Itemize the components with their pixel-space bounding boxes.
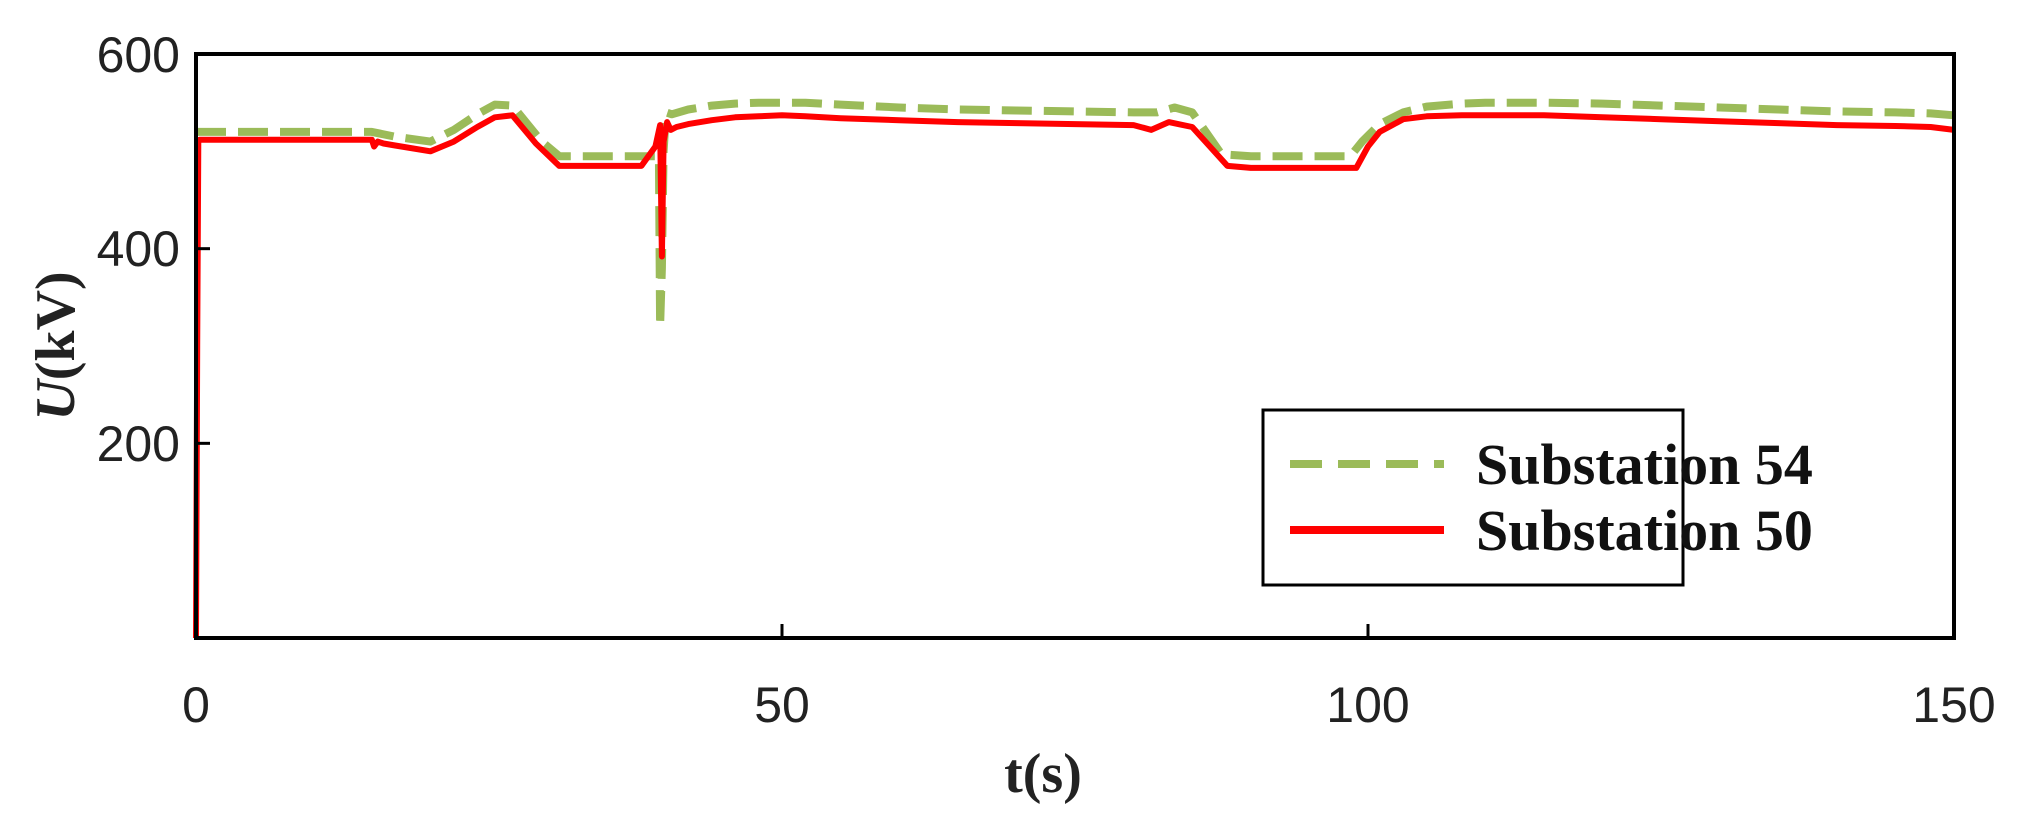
series-layer bbox=[193, 98, 1955, 639]
legend-box bbox=[1261, 408, 1685, 587]
y-axis-title-symbol: U bbox=[25, 378, 87, 421]
y-tick-labels: 200 400 600 bbox=[97, 27, 180, 472]
plot-frame bbox=[194, 52, 1956, 640]
legend-label-substation-50: Substation 50 bbox=[1476, 498, 1813, 563]
series-line-substation-50 bbox=[193, 112, 1955, 639]
y-tick-label-200: 200 bbox=[97, 416, 180, 472]
y-axis-title: U(kV) bbox=[25, 271, 87, 420]
series-line-substation-54 bbox=[194, 98, 1955, 331]
x-tick-label-100: 100 bbox=[1326, 677, 1409, 733]
y-tick-label-400: 400 bbox=[97, 221, 180, 277]
legend-label-substation-54: Substation 54 bbox=[1476, 432, 1813, 497]
x-axis-title: t(s) bbox=[1004, 743, 1082, 805]
x-tick-label-50: 50 bbox=[754, 677, 810, 733]
x-tick-labels: 0 50 100 150 bbox=[182, 677, 1996, 733]
x-tick-label-0: 0 bbox=[182, 677, 210, 733]
legend: Substation 54 Substation 50 bbox=[1261, 408, 1813, 587]
y-axis-title-unit: (kV) bbox=[25, 271, 87, 380]
ticks-layer bbox=[194, 52, 1956, 638]
y-tick-label-600: 600 bbox=[97, 27, 180, 83]
x-tick-label-150: 150 bbox=[1912, 677, 1995, 733]
